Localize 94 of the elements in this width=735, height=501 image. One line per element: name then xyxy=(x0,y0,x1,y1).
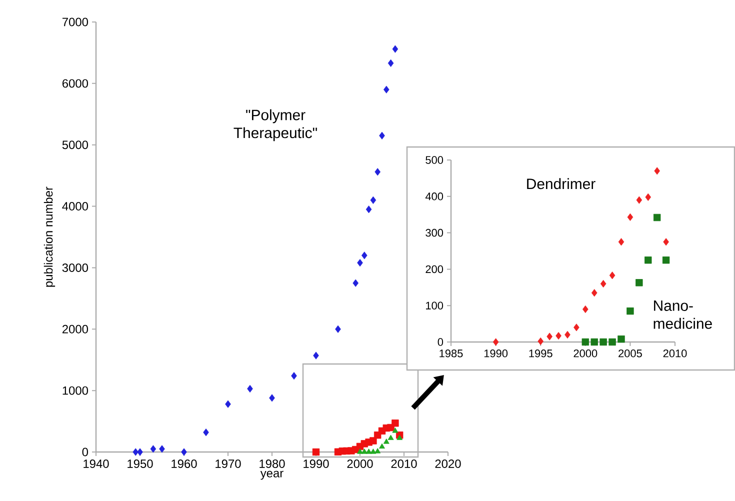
point xyxy=(645,193,652,201)
point xyxy=(384,86,390,94)
point xyxy=(626,307,634,315)
point xyxy=(291,372,297,380)
x-tick-label: 1990 xyxy=(304,460,329,468)
point xyxy=(556,332,562,340)
point xyxy=(582,338,590,346)
point xyxy=(636,196,642,204)
point xyxy=(383,438,390,444)
point xyxy=(618,335,625,343)
point xyxy=(546,332,552,340)
point xyxy=(591,289,598,297)
point xyxy=(627,213,634,221)
point xyxy=(600,280,606,288)
y-tick-label: 200 xyxy=(426,265,444,274)
point xyxy=(392,428,398,433)
point xyxy=(574,324,580,332)
y-tick-label: 2000 xyxy=(62,324,88,334)
point xyxy=(662,256,670,264)
text: Dendrimer xyxy=(527,178,596,190)
point xyxy=(374,168,380,176)
x-tick-label: 1960 xyxy=(172,460,197,468)
point xyxy=(492,338,499,346)
point xyxy=(362,252,368,260)
y-tick-label: 300 xyxy=(426,228,444,237)
y-tick-label: 100 xyxy=(426,302,444,310)
point xyxy=(636,279,643,286)
y-tick-label: 3000 xyxy=(62,263,88,272)
point xyxy=(150,445,156,453)
point xyxy=(609,272,616,280)
y-tick-label: 7000 xyxy=(62,18,88,26)
point xyxy=(379,132,385,140)
point xyxy=(644,256,652,264)
point xyxy=(370,196,376,204)
x-tick-label: 2005 xyxy=(618,350,642,358)
point xyxy=(137,448,143,456)
x-tick-label: 1970 xyxy=(216,460,241,468)
x-tick-label: 1985 xyxy=(440,350,463,358)
point xyxy=(392,420,399,427)
x-tick-label: 1980 xyxy=(260,460,285,468)
point xyxy=(313,352,319,360)
point xyxy=(538,337,544,346)
point xyxy=(225,400,231,408)
point xyxy=(582,305,588,314)
point xyxy=(618,238,624,246)
point xyxy=(608,338,616,346)
point xyxy=(159,445,165,453)
point xyxy=(335,325,341,333)
text: "Polymer Therapeutic" xyxy=(234,109,317,142)
point xyxy=(663,238,669,246)
series-label: Nano-medicine xyxy=(654,300,712,329)
x-tick-label: 1950 xyxy=(128,460,153,468)
point xyxy=(312,448,320,456)
x-tick-label: 2010 xyxy=(391,460,417,468)
x-tick-label: 2000 xyxy=(574,350,598,358)
y-tick-label: 1000 xyxy=(62,386,88,395)
point xyxy=(361,448,368,454)
y-tick-label: 500 xyxy=(426,156,444,164)
y-tick-label: 0 xyxy=(438,338,444,346)
point xyxy=(370,437,377,444)
y-tick-label: 6000 xyxy=(62,79,88,88)
y-tick-label: 0 xyxy=(82,448,88,456)
point xyxy=(357,259,363,267)
point xyxy=(366,206,372,214)
y-tick-label: 5000 xyxy=(62,140,88,150)
x-tick-label: 2020 xyxy=(435,460,461,468)
point xyxy=(388,434,394,440)
point xyxy=(203,428,209,436)
y-tick-label: 400 xyxy=(425,192,444,200)
point xyxy=(181,448,187,456)
y-axis-title: publication number xyxy=(44,186,56,287)
point xyxy=(379,443,385,449)
point xyxy=(374,448,381,454)
x-tick-label: 1995 xyxy=(529,350,552,358)
point xyxy=(590,338,598,346)
x-tick-label: 2010 xyxy=(663,350,687,358)
point xyxy=(653,214,661,222)
point xyxy=(357,448,363,454)
point xyxy=(564,330,570,339)
x-tick-label: 1990 xyxy=(484,350,508,358)
point xyxy=(269,394,275,402)
point xyxy=(366,448,372,454)
point xyxy=(396,434,403,440)
point xyxy=(392,45,398,53)
point xyxy=(600,338,607,346)
point xyxy=(352,279,358,287)
y-tick-label: 4000 xyxy=(62,202,88,211)
x-tick-label: 1940 xyxy=(84,460,109,468)
point xyxy=(388,59,394,67)
x-tick-label: 2000 xyxy=(347,460,373,468)
point xyxy=(370,448,376,454)
point xyxy=(654,167,660,175)
x-axis-title: year xyxy=(260,470,284,480)
point xyxy=(247,384,253,393)
